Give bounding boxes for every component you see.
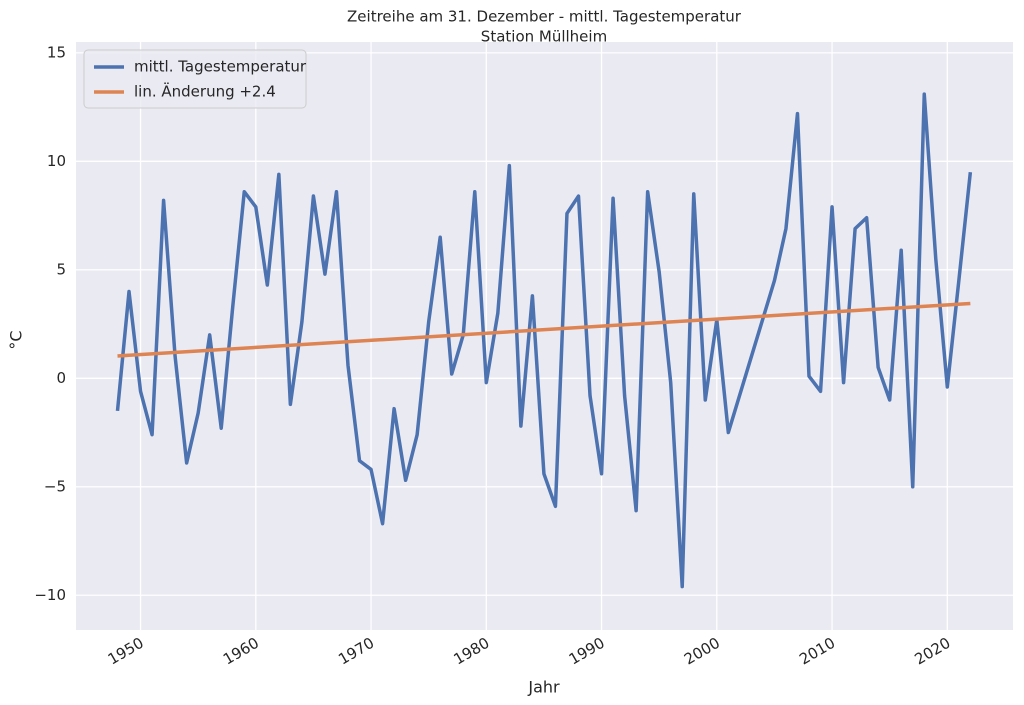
x-tick-label: 1990 — [566, 634, 608, 669]
line-series — [117, 301, 971, 358]
x-tick-label: 1960 — [220, 634, 262, 669]
chart-subtitle: Station Müllheim — [481, 28, 607, 46]
y-tick-label: 5 — [56, 260, 66, 278]
chart-title: Zeitreihe am 31. Dezember - mittl. Tages… — [347, 8, 742, 26]
legend-label: mittl. Tagestemperatur — [134, 58, 307, 76]
x-tick-label: 1970 — [335, 634, 377, 669]
y-tick-label: −5 — [44, 477, 66, 495]
x-tick-label: 1980 — [450, 634, 492, 669]
y-axis-label: °C — [7, 330, 26, 349]
x-tick-label: 2000 — [681, 634, 723, 669]
x-tick-label: 2020 — [911, 634, 953, 669]
y-tick-label: −10 — [34, 586, 66, 604]
y-tick-label: 15 — [47, 43, 66, 61]
legend-label: lin. Änderung +2.4 — [134, 82, 276, 101]
x-tick-label: 1950 — [105, 634, 147, 669]
x-axis-label: Jahr — [527, 678, 560, 697]
plot-area — [76, 42, 1013, 630]
line-series — [115, 92, 973, 589]
y-tick-label: 10 — [47, 152, 66, 170]
x-tick-label: 2010 — [796, 634, 838, 669]
y-tick-label: 0 — [56, 369, 66, 387]
legend-box — [83, 49, 307, 109]
